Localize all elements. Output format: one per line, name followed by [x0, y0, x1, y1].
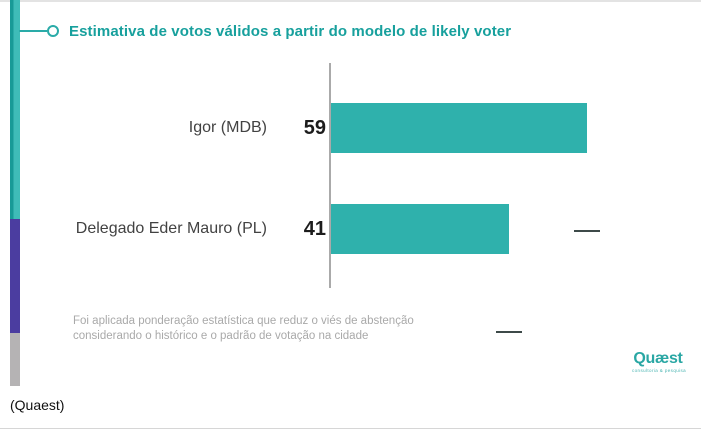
bar-label: Igor (MDB) [188, 119, 267, 136]
bar-value: 41 [303, 218, 326, 240]
bar-igor [331, 103, 587, 153]
bar-row-eder-mauro: Delegado Eder Mauro (PL) 41 [0, 204, 701, 333]
quaest-tagline: consultoria & pesquisa [632, 368, 687, 373]
bottom-divider [0, 428, 701, 429]
top-divider [0, 0, 701, 2]
error-bar-igor [574, 230, 600, 232]
title-bullet-icon [47, 25, 59, 37]
bar-value: 59 [303, 117, 326, 139]
image-credit-caption: (Quaest) [10, 397, 65, 413]
left-stripe-gray [10, 333, 20, 386]
title-connector-line [19, 30, 47, 32]
footnote-line-1: Foi aplicada ponderação estatística que … [73, 315, 414, 327]
chart-title-row: Estimativa de votos válidos a partir do … [19, 22, 511, 40]
chart-footnote: Foi aplicada ponderação estatística que … [73, 314, 414, 344]
y-axis-line [329, 63, 331, 288]
error-bar-eder-mauro [496, 331, 522, 333]
bar-label: Delegado Eder Mauro (PL) [75, 220, 267, 237]
bar-row-igor: Igor (MDB) 59 [0, 103, 701, 232]
left-stripe-teal [10, 0, 20, 219]
bar-eder-mauro [331, 204, 509, 254]
footnote-line-2: considerando o histórico e o padrão de v… [73, 330, 369, 342]
left-stripe-purple [10, 219, 20, 333]
quaest-logo: Quæst consultoria & pesquisa [632, 350, 687, 373]
chart-title: Estimativa de votos válidos a partir do … [69, 22, 512, 40]
quaest-wordmark: Quæst [633, 350, 683, 367]
